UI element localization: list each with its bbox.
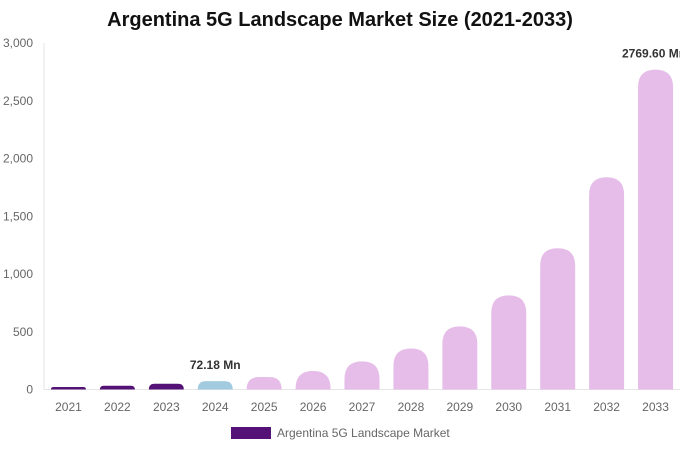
bar-2026 <box>295 371 331 390</box>
bar-2024 <box>197 381 233 390</box>
x-tick-label: 2029 <box>446 400 473 414</box>
bar-2031 <box>540 248 576 390</box>
y-tick-label: 1,500 <box>3 209 33 223</box>
bar-2030 <box>491 295 527 390</box>
x-tick-label: 2030 <box>495 400 522 414</box>
x-tick-label: 2028 <box>398 400 425 414</box>
y-tick-label: 0 <box>26 383 33 397</box>
y-tick-label: 1,000 <box>3 267 33 281</box>
x-tick-label: 2027 <box>349 400 376 414</box>
x-tick-label: 2023 <box>153 400 180 414</box>
bar-2023 <box>148 383 184 390</box>
data-label: 2769.60 Mn <box>622 47 680 61</box>
x-tick-label: 2031 <box>544 400 571 414</box>
legend-swatch <box>231 427 271 439</box>
x-tick-label: 2033 <box>642 400 669 414</box>
bar-2028 <box>393 348 429 390</box>
data-label: 72.18 Mn <box>190 358 241 372</box>
bar-2022 <box>99 385 135 390</box>
legend-label: Argentina 5G Landscape Market <box>277 426 450 440</box>
x-tick-label: 2024 <box>202 400 229 414</box>
x-tick-label: 2026 <box>300 400 327 414</box>
x-tick-label: 2021 <box>55 400 82 414</box>
bar-2033 <box>638 69 674 390</box>
bar-2025 <box>246 377 282 390</box>
chart-title: Argentina 5G Landscape Market Size (2021… <box>107 9 573 31</box>
x-tick-label: 2022 <box>104 400 131 414</box>
y-tick-label: 500 <box>13 325 33 339</box>
bar-2021 <box>50 386 86 390</box>
x-tick-label: 2025 <box>251 400 278 414</box>
y-tick-label: 2,500 <box>3 94 33 108</box>
legend: Argentina 5G Landscape Market <box>231 426 450 440</box>
bar-2029 <box>442 326 478 390</box>
bar-2027 <box>344 361 380 390</box>
y-tick-label: 3,000 <box>3 36 33 50</box>
bar-2032 <box>589 177 625 390</box>
x-tick-label: 2032 <box>593 400 620 414</box>
y-tick-label: 2,000 <box>3 152 33 166</box>
